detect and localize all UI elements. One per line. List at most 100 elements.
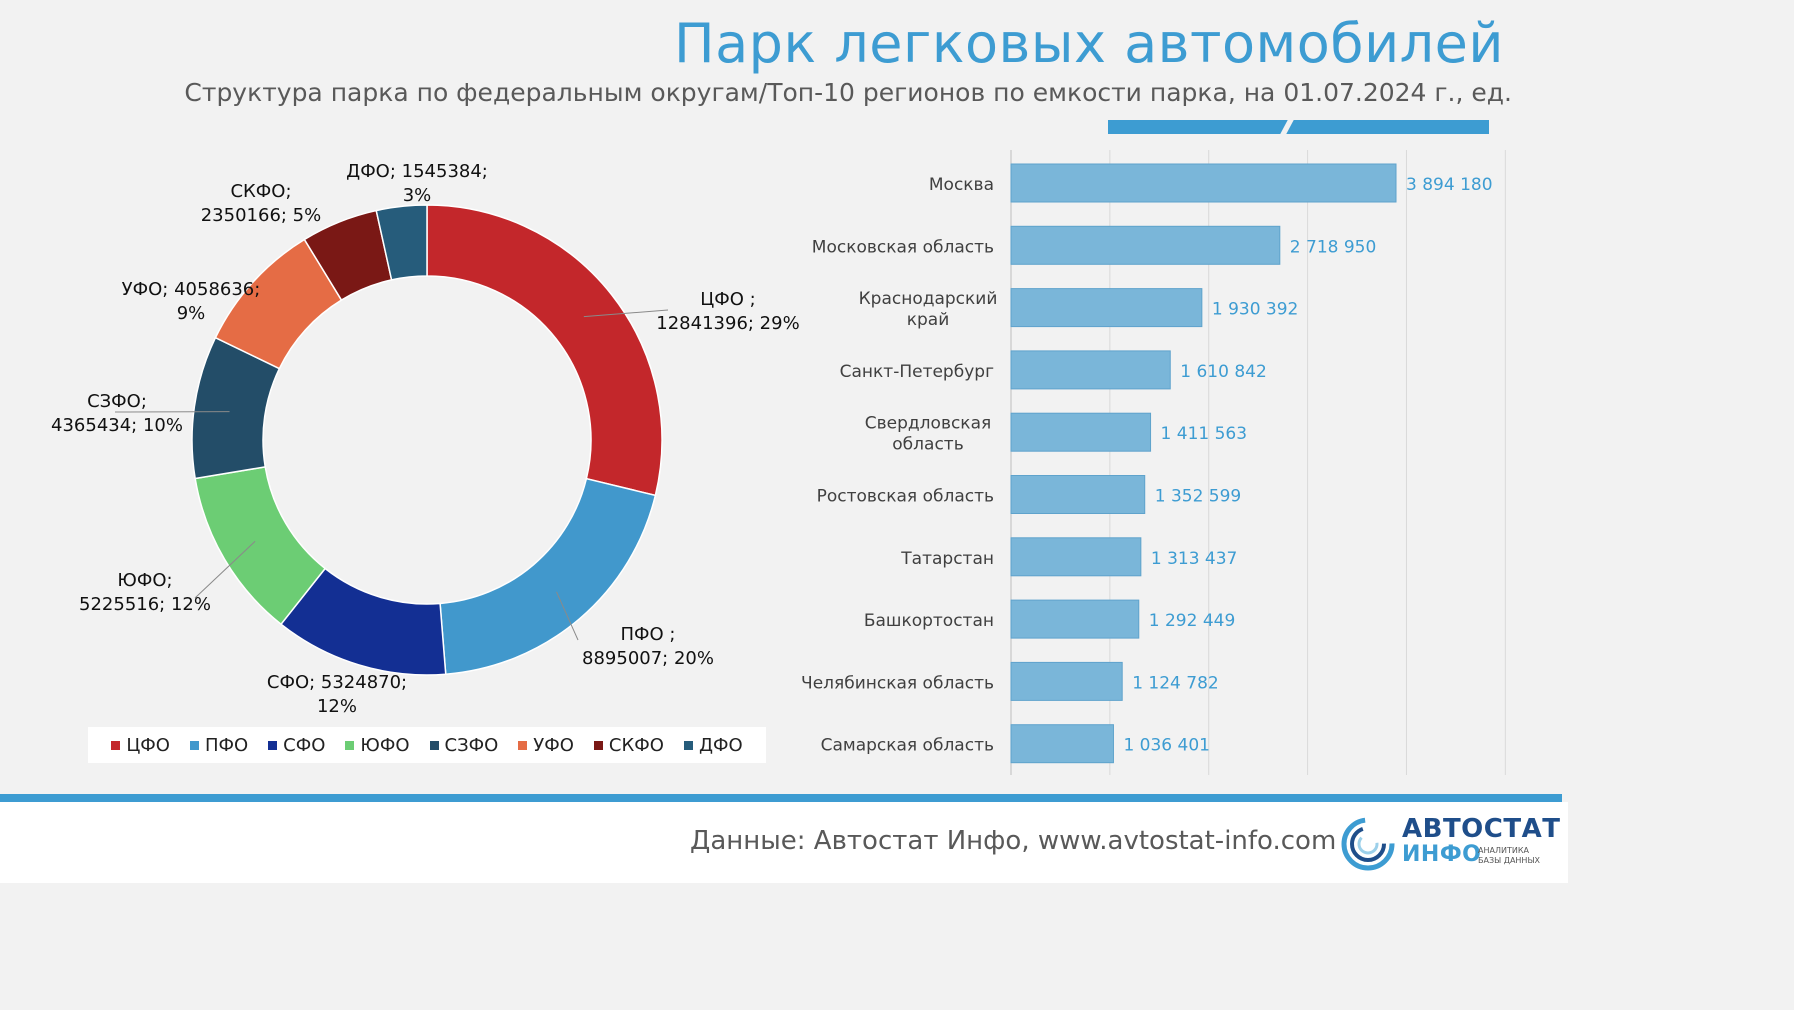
- logo-tagline-line: АНАЛИТИКА: [1478, 846, 1529, 855]
- bar-category-label-line: Татарстан: [900, 549, 994, 569]
- legend-item-ПФО: ПФО: [189, 734, 249, 756]
- bar-value-label: 1 411 563: [1161, 424, 1248, 444]
- donut-data-label-line: 12%: [317, 696, 357, 717]
- bar-value-label: 1 036 401: [1123, 736, 1210, 756]
- page-subtitle: Структура парка по федеральным округам/Т…: [184, 78, 1512, 107]
- donut-data-label: УФО; 4058636; 9%: [122, 279, 261, 324]
- bar-8: [1010, 599, 1140, 639]
- bar-value-label: 1 124 782: [1132, 673, 1219, 693]
- bar-category-label: Краснодарский край: [859, 289, 998, 330]
- donut-data-label: ЮФО; 5225516; 12%: [79, 570, 211, 615]
- legend-item-СЗФО: СЗФО: [429, 734, 499, 756]
- bar-value-label: 3 894 180: [1406, 175, 1493, 195]
- donut-data-label-line: ЦФО ;: [700, 289, 755, 310]
- donut-data-label-line: 9%: [177, 303, 206, 324]
- donut-data-label: СФО; 5324870; 12%: [267, 672, 407, 717]
- donut-data-label: ДФО; 1545384; 3%: [346, 161, 488, 206]
- donut-data-label-line: 3%: [403, 185, 432, 206]
- legend-swatch: [111, 740, 121, 750]
- legend-item-ЮФО: ЮФО: [345, 734, 410, 756]
- legend-label: ДФО: [698, 734, 743, 756]
- bar-category-label-line: Московская область: [812, 237, 994, 257]
- bar-value-label: 2 718 950: [1290, 237, 1377, 257]
- donut-data-label-line: ПФО ;: [621, 624, 676, 645]
- bar-category-label-line: Ростовская область: [817, 487, 994, 507]
- legend-swatch: [429, 740, 439, 750]
- legend-swatch: [593, 740, 603, 750]
- bar-category-label-line: Свердловская: [865, 414, 991, 434]
- legend-label: ПФО: [204, 734, 249, 756]
- bar-value-label: 1 313 437: [1151, 549, 1238, 569]
- legend-label: СКФО: [608, 734, 664, 756]
- footer: [0, 802, 1568, 883]
- legend-label: ЦФО: [126, 734, 170, 756]
- bar-category-label-line: Самарская область: [821, 736, 994, 756]
- bar-value-label: 1 610 842: [1180, 362, 1267, 382]
- donut-data-label: СЗФО; 4365434; 10%: [51, 391, 183, 436]
- bar-value-label: 1 930 392: [1212, 300, 1299, 320]
- donut-slice-ЦФО: [426, 204, 663, 497]
- logo-word-avtostat: АВТОСТАТ: [1402, 814, 1561, 844]
- logo-tagline-line: БАЗЫ ДАННЫХ: [1478, 856, 1540, 865]
- donut-legend: ЦФО ПФО СФО ЮФО СЗФО УФО СКФО ДФО: [88, 727, 766, 763]
- donut-data-label-line: ЮФО;: [117, 570, 172, 591]
- legend-label: УФО: [533, 734, 574, 756]
- legend-swatch: [683, 740, 693, 750]
- logo-tagline: АНАЛИТИКА БАЗЫ ДАННЫХ: [1478, 846, 1548, 866]
- bar-category-label-line: Москва: [929, 175, 994, 195]
- donut-data-label-line: ДФО; 1545384;: [346, 161, 488, 182]
- bar-2: [1010, 225, 1281, 265]
- legend-item-СКФО: СКФО: [593, 734, 664, 756]
- bar-value-label: 1 352 599: [1155, 487, 1242, 507]
- legend-swatch: [518, 740, 528, 750]
- bar-category-label-line: край: [907, 310, 950, 330]
- donut-data-label-line: 5225516; 12%: [79, 594, 211, 615]
- logo: АВТОСТАТ ИНФО АНАЛИТИКА БАЗЫ ДАННЫХ: [1340, 812, 1560, 874]
- bar-9: [1010, 661, 1123, 701]
- donut-data-label-line: УФО; 4058636;: [122, 279, 261, 300]
- bar-category-label: Челябинская область: [801, 673, 994, 693]
- bar-category-label-line: Санкт-Петербург: [840, 362, 994, 382]
- donut-data-label-line: СЗФО;: [87, 391, 147, 412]
- donut-data-label-line: СФО; 5324870;: [267, 672, 407, 693]
- bar-category-label: Самарская область: [821, 736, 994, 756]
- bar-value-label: 1 292 449: [1149, 611, 1236, 631]
- logo-swirl-icon: [1341, 817, 1395, 871]
- bar-category-label: Башкортостан: [864, 611, 994, 631]
- legend-label: СФО: [283, 734, 326, 756]
- donut-data-label-line: 8895007; 20%: [582, 648, 714, 669]
- bar-category-label-line: Челябинская область: [801, 673, 994, 693]
- bar-category-label-line: Башкортостан: [864, 611, 994, 631]
- legend-swatch: [345, 740, 355, 750]
- title-accent-bar: [1108, 120, 1489, 134]
- bar-category-label-line: область: [892, 435, 963, 455]
- legend-item-СФО: СФО: [268, 735, 325, 756]
- bar-category-label: Свердловская область: [865, 414, 991, 455]
- donut-data-label-line: 2350166; 5%: [201, 205, 322, 226]
- bar-category-label: Ростовская область: [817, 487, 994, 507]
- legend-item-ЦФО: ЦФО: [111, 735, 170, 756]
- donut-slice-ДФО: [375, 204, 428, 281]
- bar-3: [1010, 288, 1203, 328]
- bar-5: [1010, 412, 1152, 452]
- bar-category-label: Татарстан: [900, 549, 994, 569]
- legend-item-УФО: УФО: [518, 735, 574, 756]
- bar-chart: 3 894 180 Москва 2 718 950 Московская облас…: [801, 150, 1506, 775]
- bar-category-label: Москва: [929, 175, 994, 195]
- bar-category-label: Московская область: [812, 237, 994, 257]
- donut-data-label: ПФО ; 8895007; 20%: [582, 624, 714, 669]
- donut-leader-line: [556, 591, 579, 641]
- source-note: Данные: Автостат Инфо, www.avtostat-info…: [690, 826, 1337, 856]
- donut-data-label: ЦФО ; 12841396; 29%: [656, 289, 799, 334]
- legend-swatch: [268, 740, 278, 750]
- donut-leader-line: [194, 540, 256, 599]
- legend-item-ДФО: ДФО: [683, 734, 743, 756]
- donut-data-label: СКФО; 2350166; 5%: [201, 181, 322, 226]
- footer-divider: [0, 794, 1562, 802]
- legend-label: ЮФО: [360, 734, 410, 756]
- legend-label: СЗФО: [444, 734, 499, 756]
- bar-7: [1010, 537, 1142, 577]
- donut-data-label-line: 12841396; 29%: [656, 313, 799, 334]
- bar-category-label: Санкт-Петербург: [840, 362, 994, 382]
- donut-chart: ЦФО ; 12841396; 29% ПФО ; 8895007; 20% СФО; …: [51, 161, 800, 717]
